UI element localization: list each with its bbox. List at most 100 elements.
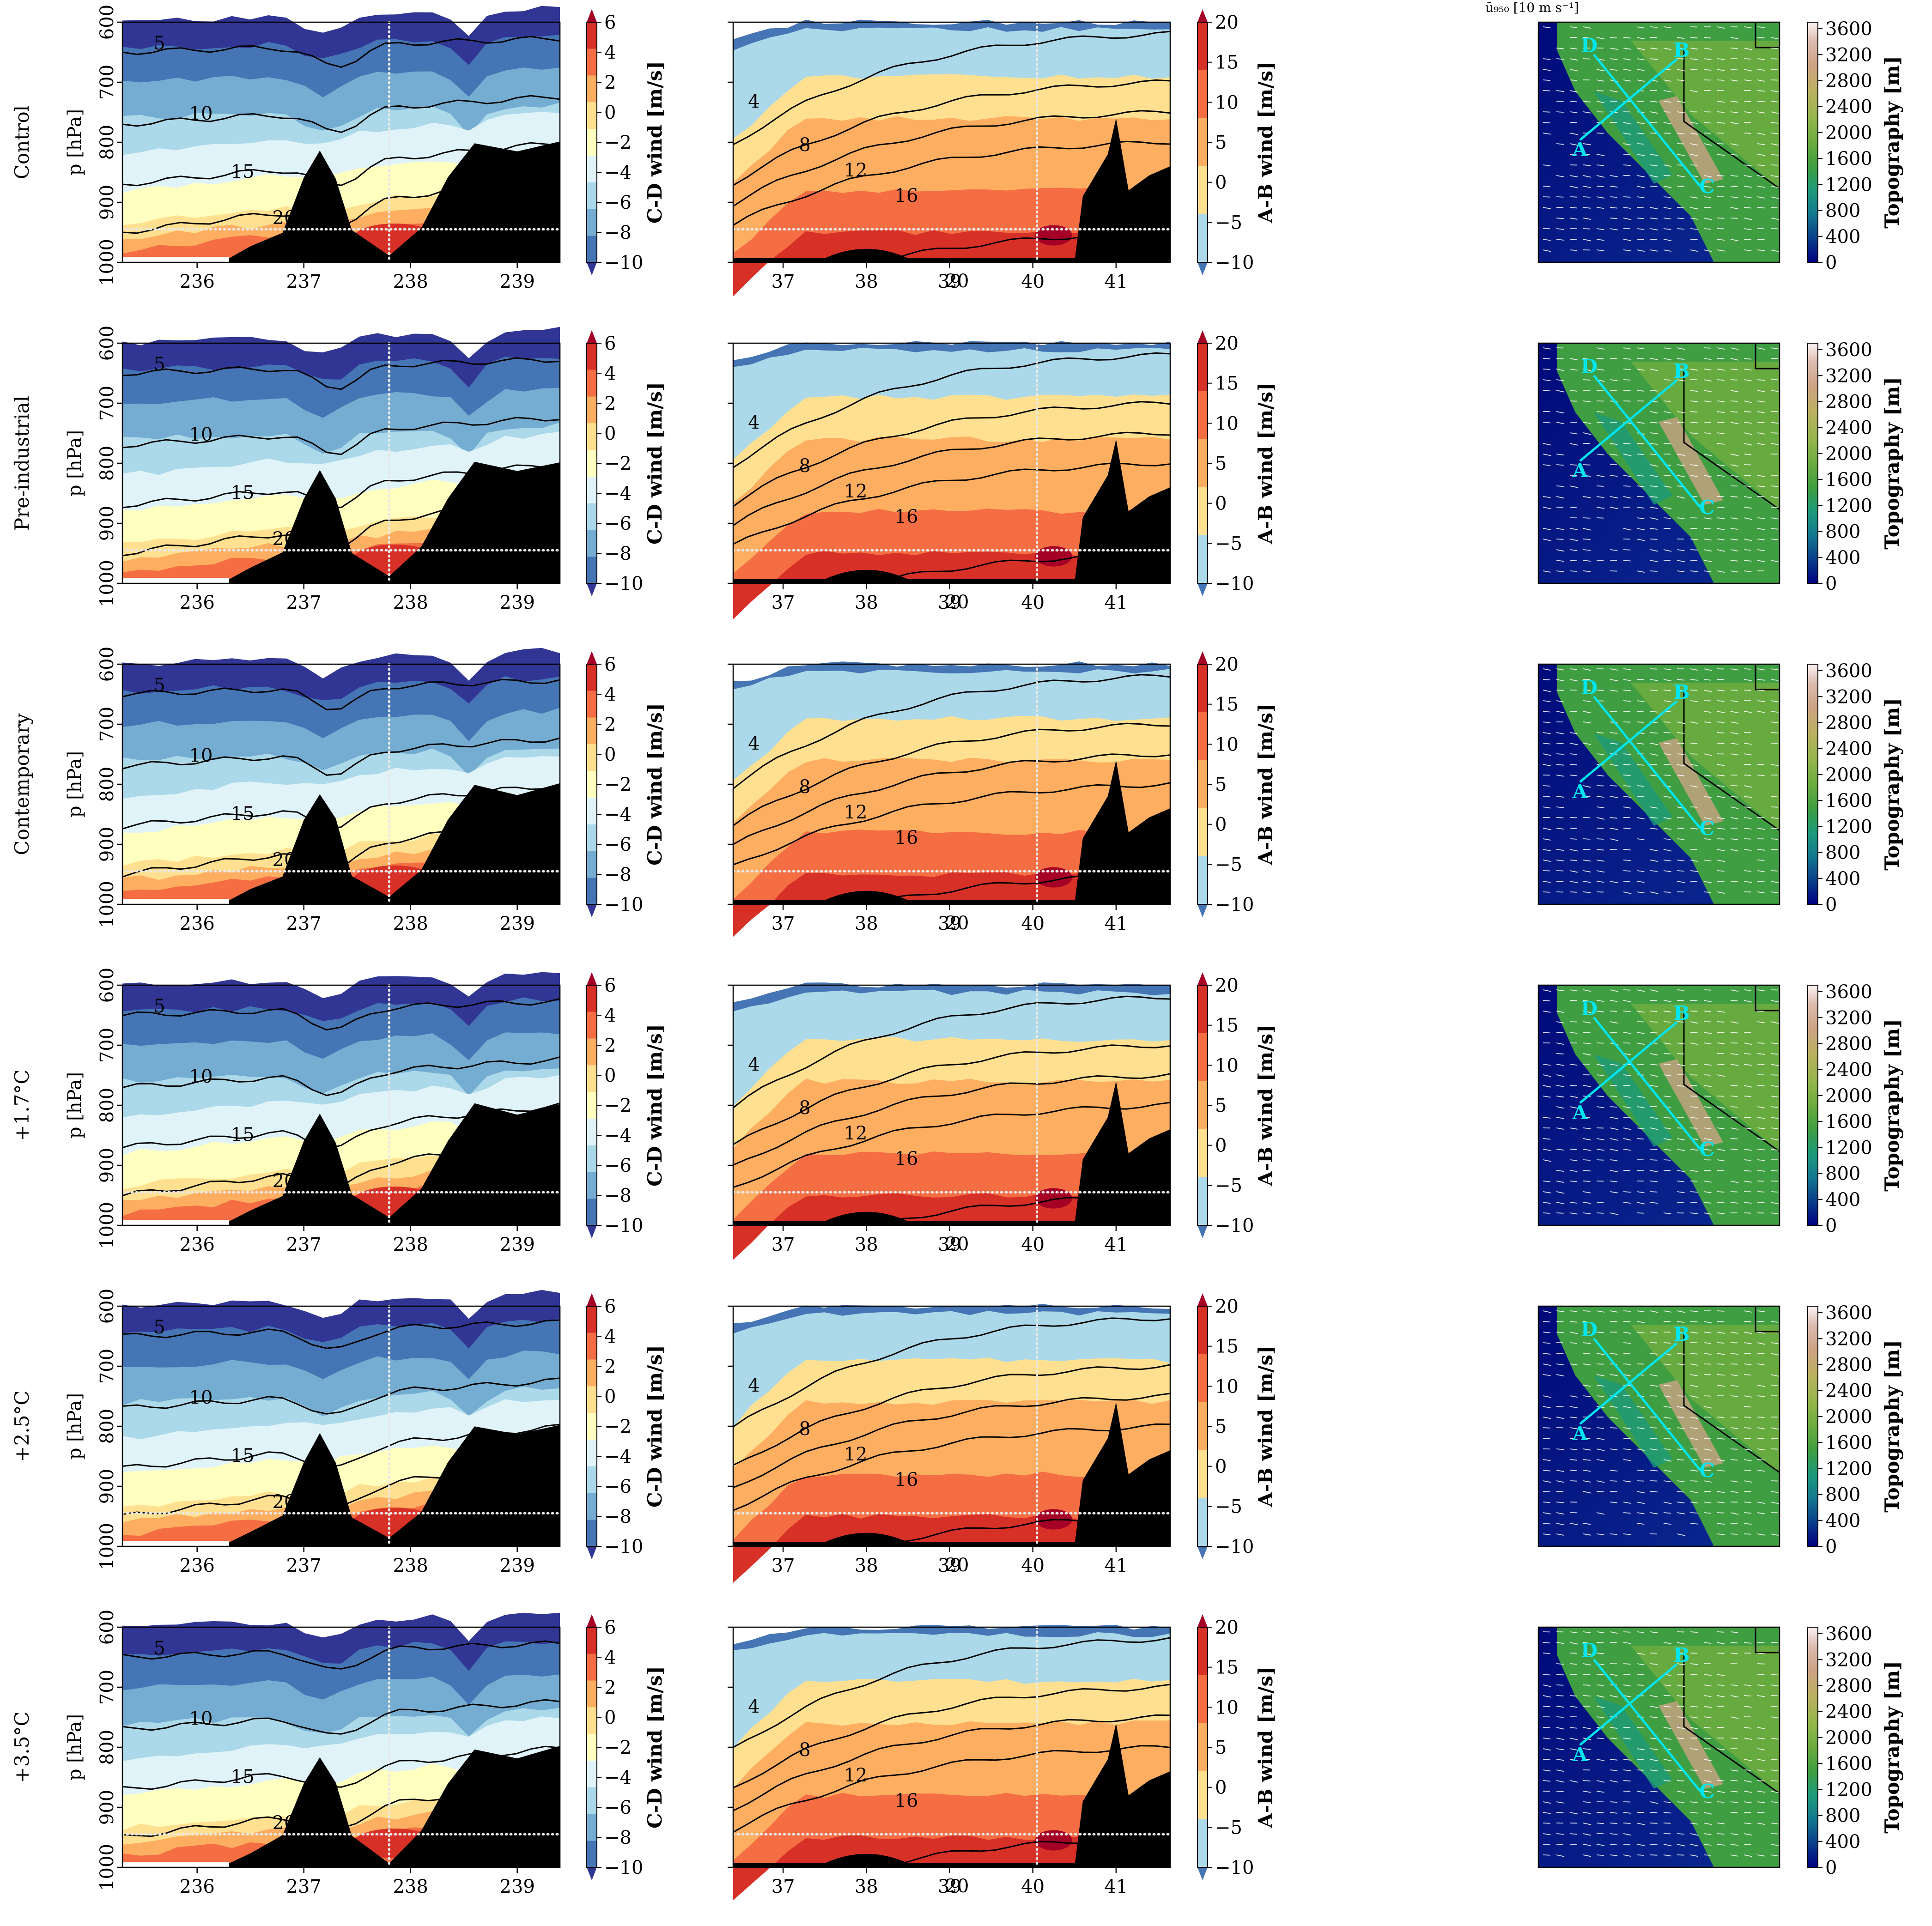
map-wind-vector — [1744, 711, 1752, 713]
map-wind-vector — [1623, 1448, 1631, 1450]
map-wind-vector — [1543, 1117, 1551, 1119]
row-label: Contemporary — [11, 713, 33, 855]
map-wind-vector — [1596, 175, 1605, 178]
map-wind-vector — [1717, 796, 1725, 799]
colorbar-segment — [587, 771, 597, 798]
map-wind-vector — [1757, 517, 1765, 519]
map-wind-vector — [1556, 700, 1564, 703]
map-wind-vector — [1650, 1310, 1659, 1313]
map-wind-vector — [1703, 1042, 1712, 1045]
map-wind-vector — [1556, 48, 1564, 49]
map-wind-vector — [1636, 196, 1645, 198]
map-wind-vector — [1677, 1406, 1685, 1409]
map-wind-vector — [1730, 700, 1738, 703]
ab-xtick-label: 38 — [855, 1555, 878, 1576]
cd-ytick-label: 900 — [97, 1469, 118, 1504]
colorbar-tick-label: 1200 — [1825, 816, 1872, 837]
map-wind-vector — [1543, 753, 1551, 756]
map-wind-vector — [1744, 69, 1752, 72]
colorbar-tick-label: 2400 — [1825, 97, 1872, 118]
map-wind-vector — [1569, 239, 1577, 241]
map-wind-vector — [1717, 1674, 1725, 1677]
map-wind-vector — [1690, 1706, 1698, 1708]
map-wind-vector — [1757, 1502, 1766, 1504]
colorbar-tick-label: 5 — [1215, 1095, 1227, 1116]
map-wind-vector — [1583, 1833, 1592, 1836]
map-wind-vector — [1636, 26, 1645, 29]
ab-contour-line — [733, 1745, 1171, 1833]
ab-contour-label: 16 — [895, 185, 918, 206]
colorbar-tick-label: −10 — [604, 252, 643, 273]
ab-contour-label: 8 — [799, 134, 810, 156]
map-wind-vector — [1623, 1106, 1631, 1108]
map-wind-vector — [1583, 711, 1592, 714]
map-wind-vector — [1569, 828, 1577, 830]
map-wind-vector — [1556, 1642, 1564, 1644]
map-wind-vector — [1583, 1791, 1591, 1793]
map-wind-vector — [1556, 806, 1564, 808]
map-wind-vector — [1744, 796, 1752, 798]
map-wind-vector — [1677, 1321, 1685, 1323]
ab-xtick-label: 37 — [772, 1555, 795, 1576]
map-wind-vector — [1757, 400, 1765, 403]
colorbar-tick-label: −8 — [604, 1827, 632, 1848]
map-wind-vector — [1730, 1000, 1738, 1001]
map-wind-vector — [1610, 1833, 1618, 1835]
colorbar-segment — [587, 1199, 597, 1225]
colorbar-segment — [587, 343, 597, 370]
colorbar-tick-label: 10 — [1215, 1055, 1239, 1076]
map-wind-vector — [1650, 1438, 1658, 1439]
map-wind-vector — [1730, 1480, 1738, 1483]
map-wind-vector — [1556, 496, 1565, 499]
map-wind-vector — [1650, 1170, 1659, 1173]
map-wind-vector — [1690, 785, 1699, 788]
map-wind-vector — [1610, 1138, 1618, 1141]
colorbar-tick-label: −10 — [604, 1536, 643, 1557]
map-wind-vector — [1757, 1759, 1766, 1761]
cd-ylabel: p [hPa] — [64, 109, 85, 176]
map-wind-vector — [1623, 1502, 1631, 1504]
colorbar-segment — [587, 744, 597, 771]
map-wind-vector — [1543, 1202, 1551, 1204]
map-wind-vector — [1770, 679, 1779, 681]
colorbar-arrow-top — [1197, 972, 1208, 985]
map-wind-vector — [1690, 1438, 1698, 1440]
map-wind-vector — [1757, 79, 1766, 82]
map-wind-vector — [1623, 496, 1632, 499]
map-wind-vector — [1569, 1748, 1578, 1751]
map-wind-vector — [1690, 390, 1698, 392]
ab-contour-label: 12 — [844, 1123, 868, 1144]
map-wind-vector — [1717, 1533, 1725, 1535]
map-wind-vector — [1690, 228, 1698, 230]
map-wind-vector — [1596, 1138, 1605, 1141]
map-wind-vector — [1583, 1138, 1592, 1141]
colorbar-tick-label: 1600 — [1825, 148, 1872, 170]
map-wind-vector — [1703, 1181, 1712, 1183]
map-wind-vector — [1703, 454, 1712, 456]
ab-xtick-label: 40 — [1021, 913, 1045, 934]
map-wind-vector — [1663, 347, 1671, 350]
map-wind-vector — [1677, 1332, 1685, 1334]
map-wind-vector — [1744, 1000, 1752, 1003]
colorbar-arrow-top — [587, 1614, 597, 1627]
topo-colorbar: 36003200280024002000160012008004000Topog… — [1807, 1302, 1903, 1557]
map-wind-vector — [1543, 1332, 1551, 1333]
map-wind-vector — [1703, 358, 1712, 360]
map-wind-vector — [1636, 133, 1645, 134]
map-wind-vector — [1663, 239, 1672, 241]
transect-label: B — [1673, 1323, 1690, 1345]
colorbar-segment — [1197, 856, 1208, 904]
map-wind-vector — [1556, 1480, 1565, 1483]
colorbar-label: Topography [m] — [1881, 698, 1903, 871]
map-wind-vector — [1703, 1321, 1712, 1324]
map-wind-vector — [1690, 1801, 1698, 1804]
map-wind-vector — [1583, 1032, 1591, 1033]
map-wind-vector — [1650, 122, 1658, 123]
map-wind-vector — [1543, 1085, 1551, 1088]
map-wind-vector — [1636, 870, 1645, 872]
ab-xtick-label: 40 — [1021, 1876, 1045, 1897]
map-wind-vector — [1569, 1844, 1577, 1846]
map-wind-vector — [1730, 1202, 1738, 1204]
map-wind-vector — [1744, 1310, 1752, 1313]
